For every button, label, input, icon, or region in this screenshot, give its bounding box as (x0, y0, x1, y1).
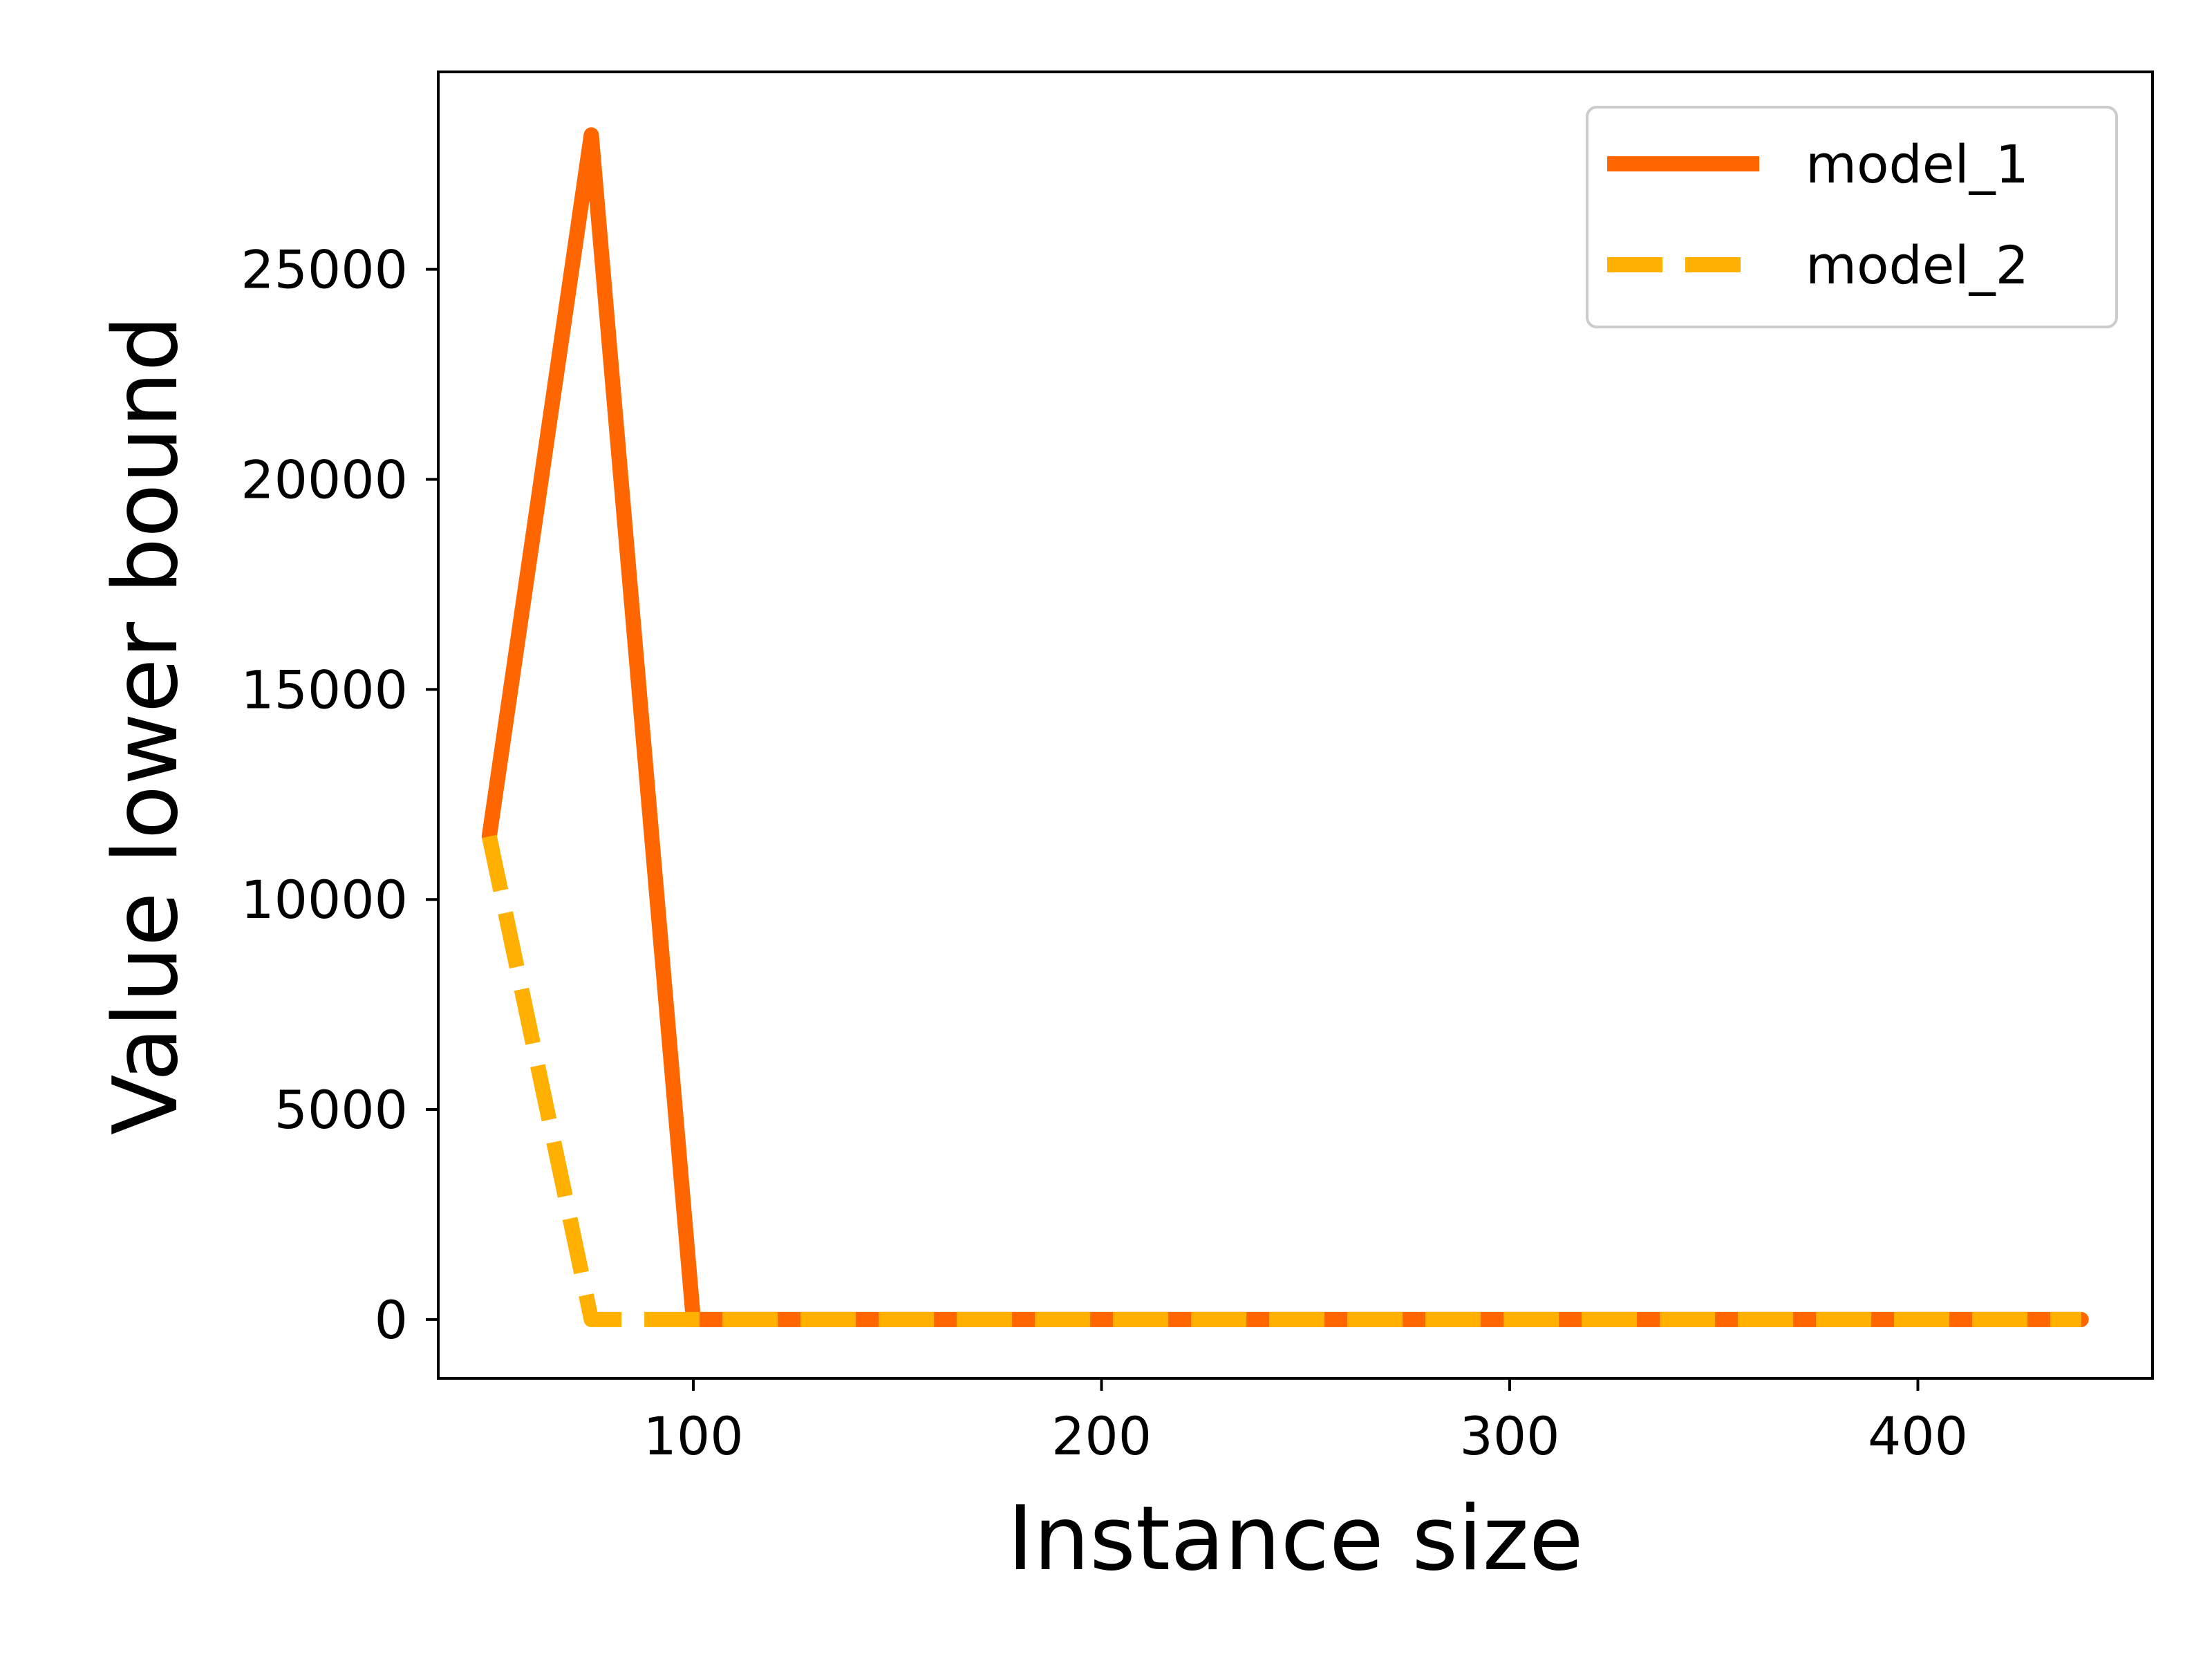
x-tick-label: 300 (1459, 1405, 1559, 1467)
y-tick-label: 20000 (241, 449, 408, 510)
y-tick-label: 15000 (241, 659, 408, 720)
data-point-model_2 (795, 1319, 796, 1320)
legend-label-model_2: model_2 (1806, 234, 2029, 296)
data-point-model_2 (1203, 1319, 1204, 1320)
plot-frame (437, 71, 2154, 1380)
y-ticks: 0 5000 10000 15000 20000 25000 (241, 239, 438, 1351)
data-point-model_2 (897, 1319, 898, 1320)
data-point-model_2 (693, 1319, 694, 1320)
data-point-model_2 (1101, 1319, 1102, 1320)
x-tick-label: 200 (1051, 1405, 1152, 1467)
data-point-model_2 (1611, 1319, 1612, 1320)
y-axis-label: Value lower bound (95, 315, 198, 1135)
series-line-model_2 (482, 834, 2081, 1327)
y-tick-label: 10000 (241, 869, 408, 930)
data-point-model_2 (1815, 1319, 1816, 1320)
y-tick-label: 25000 (241, 239, 408, 301)
y-tick-label: 5000 (274, 1079, 408, 1141)
legend: model_1 model_2 (1586, 106, 2118, 328)
x-tick-label: 400 (1868, 1405, 1968, 1467)
x-ticks: 100 200 300 400 (644, 1378, 1968, 1467)
data-point-model_2 (999, 1319, 1000, 1320)
x-axis-label: Instance size (1007, 1488, 1583, 1591)
y-tick-label: 0 (375, 1289, 408, 1351)
data-point-model_2 (1407, 1319, 1408, 1320)
legend-label-model_1: model_1 (1806, 133, 2029, 195)
series-layer (481, 127, 2089, 1327)
data-point-model_2 (2020, 1319, 2021, 1320)
data-point-model_2 (1305, 1319, 1306, 1320)
x-tick-label: 100 (644, 1405, 744, 1467)
data-point-model_2 (591, 1319, 592, 1320)
